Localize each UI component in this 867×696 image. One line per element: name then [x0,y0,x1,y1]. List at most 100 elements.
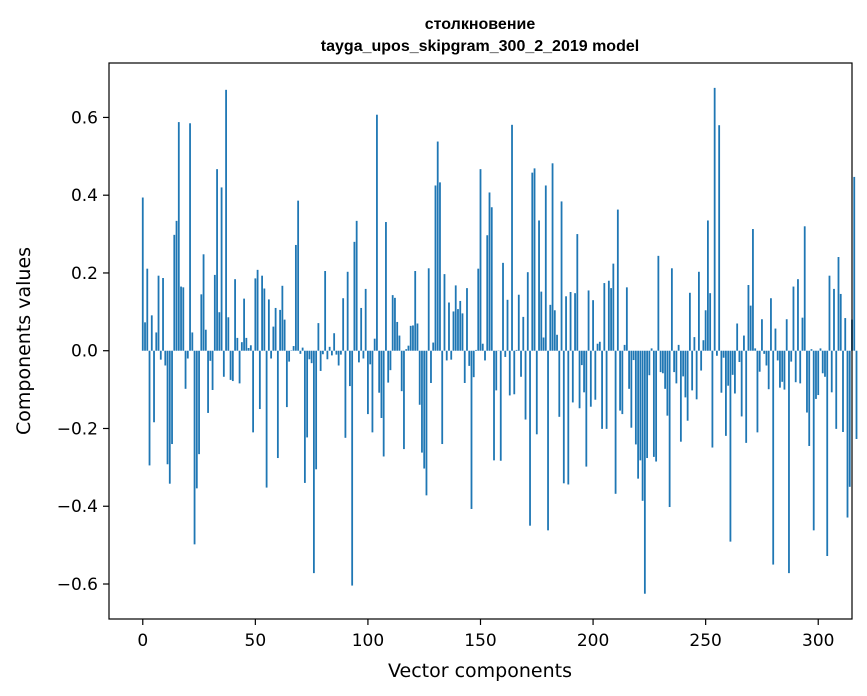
bar [713,87,716,351]
bar [734,350,736,394]
bar [578,350,581,409]
bar [272,326,275,351]
bar [358,350,360,363]
bar [553,310,556,351]
bar [308,350,311,360]
bar [607,280,610,351]
bar [745,350,748,443]
y-tick-label: 0.0 [71,342,98,362]
bar [666,350,669,416]
bar [418,350,421,405]
bar [288,350,291,362]
bar [283,319,286,351]
bar [328,346,331,351]
bar [346,271,349,351]
bar [601,350,603,429]
bar [495,350,498,391]
bar [218,312,221,351]
bar [317,323,320,351]
bar [522,316,525,351]
bar [319,350,322,371]
bar [371,350,374,433]
bar [846,350,849,518]
bar [623,344,626,351]
bar [569,292,572,351]
bar [779,350,781,388]
bar [236,337,239,351]
bar [200,294,203,351]
bar [803,226,806,351]
bar [716,350,718,356]
bar [164,350,167,366]
x-tick-label: 50 [245,631,267,651]
bar [148,350,151,466]
bar [310,350,313,364]
bar [668,350,671,508]
bar [736,323,739,351]
bar [168,350,171,484]
bar [763,350,766,354]
bar [394,297,396,351]
bar [655,350,658,462]
bar [292,346,295,351]
bar [279,309,282,351]
bar [267,299,270,351]
bar [524,350,527,420]
bar [508,350,511,396]
bar [191,332,194,351]
x-tick-label: 250 [689,631,721,651]
bar [740,350,743,417]
bar [184,350,187,389]
bar [659,350,662,373]
bar [459,300,462,351]
bar [468,350,471,366]
bar [785,319,788,351]
bar [529,350,531,526]
bar [490,207,493,351]
bar [616,209,619,351]
bar [752,229,754,351]
bar [177,122,180,351]
bar [153,350,155,423]
bar [790,350,793,362]
bar [657,255,660,351]
bar [598,341,601,351]
bar [538,220,540,351]
bar [652,350,655,457]
bar [385,222,387,351]
bar [531,172,534,351]
bar [324,271,327,351]
bar [513,350,516,395]
bar [558,350,561,417]
bar [231,350,234,382]
bar [589,350,592,407]
bar [515,349,518,351]
bar [198,350,200,455]
x-tick-label: 100 [352,631,384,651]
bar [407,345,410,351]
bar [472,350,475,378]
bar [193,350,196,545]
bar [450,350,453,360]
bar [195,350,198,489]
bar [484,350,486,361]
bar [403,350,405,450]
bar [808,350,811,446]
bar [727,350,730,386]
bar [718,125,721,351]
bar [756,350,759,433]
bar [614,350,617,494]
bar [792,286,795,351]
bar [839,293,842,351]
bar [240,342,243,351]
bar [249,345,252,351]
bar [720,350,723,393]
bar [285,350,288,408]
bar [812,350,815,531]
bar [504,350,507,357]
bar [256,269,259,351]
y-tick-label: 0.4 [71,186,98,206]
bar [353,241,356,351]
bar [709,293,712,351]
